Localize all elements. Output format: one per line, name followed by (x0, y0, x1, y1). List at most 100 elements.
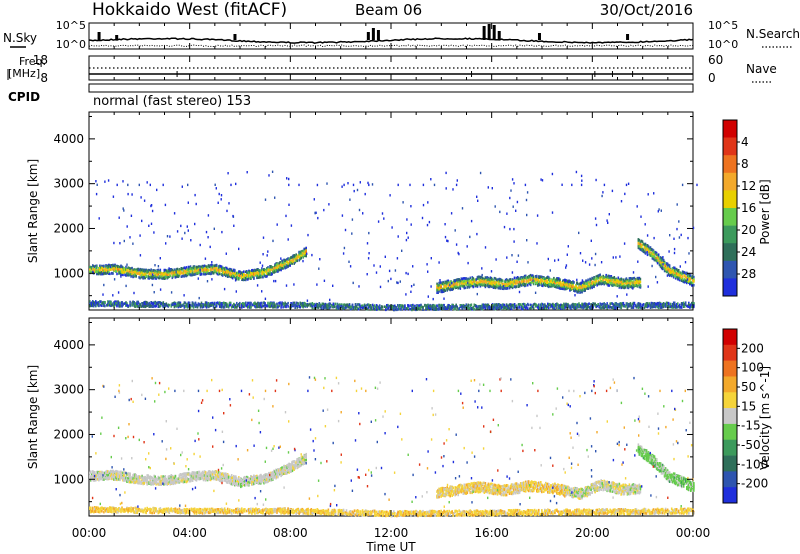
echo-cell (469, 280, 472, 283)
echo-cell (102, 301, 104, 304)
echo-cell (571, 303, 573, 307)
echo-cell (99, 300, 101, 303)
echo-cell (243, 302, 245, 306)
echo-cell (283, 261, 285, 265)
echo-cell (101, 264, 103, 268)
echo-cell (562, 307, 564, 310)
echo-cell (416, 304, 418, 307)
echo-cell (188, 266, 191, 269)
echo-cell (622, 278, 625, 282)
echo-cell (151, 305, 153, 308)
echo-cell (468, 285, 471, 289)
echo-cell (129, 270, 131, 274)
echo-cell (100, 266, 102, 269)
echo-cell (95, 302, 97, 306)
echo-cell (480, 304, 483, 308)
echo-cell (169, 274, 172, 278)
echo-cell (465, 282, 468, 286)
echo-cell (191, 268, 194, 271)
echo-cell (620, 286, 623, 290)
echo-cell (275, 264, 277, 267)
echo-cell (210, 265, 213, 269)
echo-cell (91, 270, 93, 274)
echo-cell (584, 287, 586, 291)
echo-cell (459, 279, 462, 282)
echo-cell (446, 282, 448, 285)
echo-cell (263, 273, 265, 277)
echo-cell (498, 280, 501, 283)
echo-cell (238, 278, 240, 281)
echo-cell (330, 304, 333, 307)
echo-cell (649, 251, 652, 255)
echo-cell (579, 286, 581, 289)
echo-cell (669, 268, 672, 272)
echo-cell (356, 303, 359, 306)
echo-cell (247, 278, 249, 281)
echo-cell (235, 275, 237, 278)
echo-cell (196, 269, 199, 272)
echo-cell (690, 274, 692, 277)
echo-cell (679, 274, 682, 277)
echo-cell (164, 268, 167, 272)
echo-cell (581, 304, 583, 307)
echo-cell (609, 275, 611, 279)
echo-cell (520, 304, 523, 308)
echo-cell (438, 304, 440, 307)
echo-cell (485, 276, 488, 279)
echo-cell (632, 282, 635, 285)
echo-cell (528, 307, 531, 310)
echo-cell (172, 303, 175, 307)
echo-cell (461, 277, 464, 281)
echo-cell (108, 272, 110, 275)
echo-cell (559, 287, 561, 290)
echo-cell (196, 305, 199, 309)
echo-cell (543, 282, 545, 286)
echo-cell (403, 306, 405, 309)
echo-cell (316, 305, 319, 308)
noise-spike (497, 31, 501, 40)
echo-cell (606, 282, 608, 286)
echo-cell (348, 306, 351, 309)
echo-cell (303, 254, 305, 257)
echo-cell (580, 304, 582, 308)
echo-cell (520, 277, 523, 281)
echo-cell (248, 301, 250, 305)
echo-cell (539, 281, 541, 284)
echo-cell (254, 303, 256, 306)
echo-cell (654, 258, 657, 262)
echo-cell (146, 304, 148, 308)
echo-cell (548, 276, 550, 279)
echo-cell (270, 302, 272, 305)
echo-cell (527, 303, 530, 307)
echo-cell (124, 268, 126, 271)
noise-spike (537, 33, 541, 40)
echo-cell (122, 266, 124, 270)
echo-cell (113, 265, 115, 268)
echo-cell (441, 290, 443, 294)
echo-cell (151, 301, 153, 305)
echo-cell (516, 306, 519, 310)
echo-cell (372, 305, 375, 308)
echo-cell (261, 268, 263, 272)
echo-cell (155, 275, 157, 279)
echo-cell (460, 277, 463, 280)
echo-cell (469, 304, 472, 307)
echo-cell (472, 277, 475, 281)
echo-cell (247, 271, 249, 275)
echo-cell (89, 267, 91, 271)
echo-cell (516, 276, 519, 279)
echo-cell (304, 254, 306, 257)
echo-cell (157, 268, 160, 272)
echo-cell (512, 304, 515, 307)
echo-cell (537, 306, 539, 309)
echo-cell (183, 301, 186, 304)
echo-cell (269, 268, 271, 272)
echo-cell (619, 306, 622, 309)
echo-cell (108, 263, 110, 267)
echo-cell (129, 267, 131, 270)
echo-cell (497, 306, 500, 310)
echo-cell (114, 264, 116, 268)
echo-cell (107, 300, 109, 303)
echo-cell (633, 276, 636, 280)
echo-cell (463, 306, 466, 309)
